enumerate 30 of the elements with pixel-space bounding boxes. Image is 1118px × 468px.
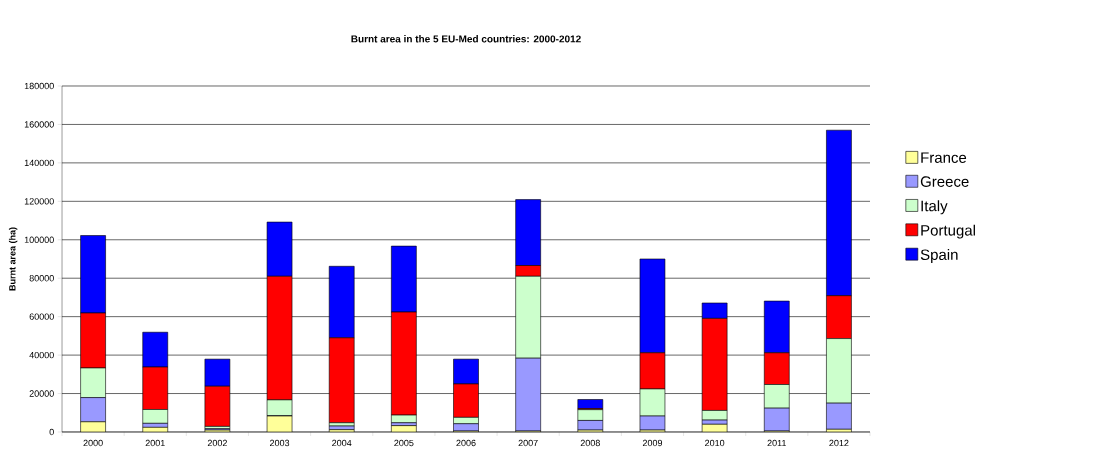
x-tick-label: 2012: [829, 439, 849, 447]
legend-label: Greece: [920, 176, 969, 187]
legend-label: Portugal: [921, 224, 975, 239]
x-tick-label: 2006: [456, 439, 476, 447]
legend-label: Spain: [920, 249, 958, 263]
x-tick-label: 2001: [145, 439, 165, 447]
y-axis-title: Burnt area (ha): [8, 227, 18, 291]
y-tick-label: 40000: [29, 351, 54, 359]
x-tick-label: 2000: [83, 439, 103, 447]
y-tick-label: 140000: [24, 159, 54, 167]
y-tick-label: 160000: [24, 121, 54, 128]
y-tick-label: 100000: [24, 236, 54, 243]
x-tick-label: 2007: [518, 439, 538, 447]
legend-label: Italy: [921, 200, 948, 215]
legend-label: France: [921, 152, 967, 163]
x-tick-label: 2009: [642, 439, 663, 447]
y-tick-label: 20000: [29, 390, 54, 397]
x-tick-label: 2008: [580, 439, 600, 447]
x-tick-label: 2002: [207, 439, 227, 447]
y-tick-label: 0: [49, 428, 54, 436]
x-tick-label: 2004: [332, 439, 352, 447]
y-tick-label: 60000: [29, 313, 54, 320]
x-tick-label: 2003: [270, 439, 290, 447]
y-tick-label: 180000: [24, 82, 54, 90]
x-tick-label: 2010: [705, 439, 725, 447]
x-tick-label: 2005: [394, 439, 414, 447]
y-tick-label: 80000: [29, 275, 54, 282]
y-tick-label: 120000: [24, 198, 54, 205]
chart-title: Burnt area in the 5 EU-Med countries: 2000-2012: [351, 35, 581, 43]
x-tick-label: 2011: [767, 439, 787, 447]
